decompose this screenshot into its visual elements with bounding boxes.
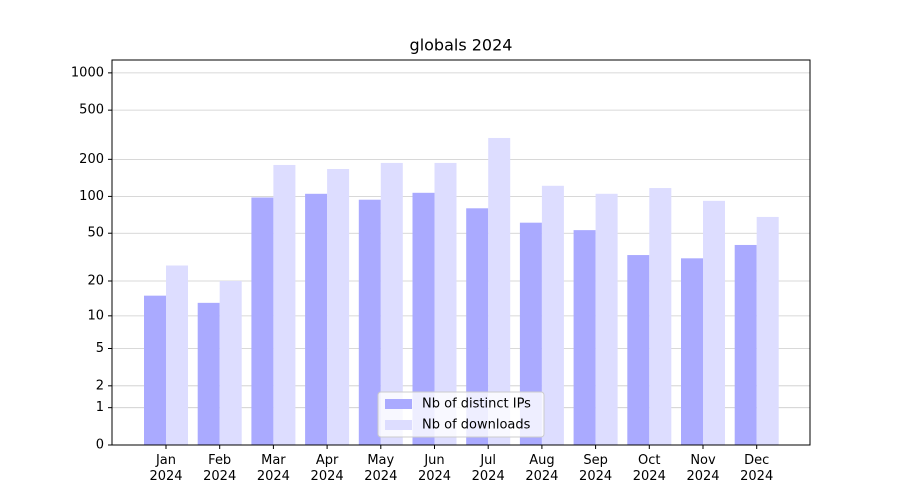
bar <box>197 302 220 445</box>
chart-title: globals 2024 <box>410 36 513 55</box>
bar <box>358 199 381 445</box>
x-tick-label: Sep 2024 <box>579 453 613 484</box>
legend-swatch <box>385 399 412 409</box>
y-tick-label: 1 <box>96 400 104 415</box>
x-tick-label: Aug 2024 <box>525 453 559 484</box>
y-tick-label: 100 <box>79 189 104 204</box>
legend-box <box>377 391 545 438</box>
x-tick-label: Nov 2024 <box>686 453 720 484</box>
bar <box>703 200 725 445</box>
legend-label: Nb of downloads <box>422 418 531 433</box>
y-tick-label: 200 <box>79 152 104 167</box>
y-tick-label: 20 <box>87 274 104 289</box>
legend-label: Nb of distinct IPs <box>422 397 531 412</box>
bar <box>434 162 457 445</box>
bar <box>273 164 296 445</box>
y-tick-label: 2 <box>96 378 104 393</box>
bar <box>412 192 435 445</box>
bar <box>681 258 703 445</box>
bar <box>380 162 403 445</box>
bar <box>627 255 650 445</box>
x-tick-label: Oct 2024 <box>632 453 666 484</box>
y-tick-label: 0 <box>96 438 104 453</box>
y-tick-label: 5 <box>96 341 104 356</box>
bar <box>144 295 166 445</box>
bar <box>573 230 596 445</box>
y-tick-label: 1000 <box>71 65 104 80</box>
x-tick-label: Mar 2024 <box>256 453 290 484</box>
legend-swatch <box>385 420 412 430</box>
y-tick-label: 50 <box>87 226 104 241</box>
x-tick-label: Apr 2024 <box>310 453 344 484</box>
x-tick-label: Dec 2024 <box>740 453 774 484</box>
bar <box>166 265 188 445</box>
bar <box>327 169 350 445</box>
bar <box>251 197 274 445</box>
bar <box>541 185 564 446</box>
x-tick-label: Feb 2024 <box>203 453 237 484</box>
x-tick-label: Jan 2024 <box>149 453 183 484</box>
bar <box>756 216 779 445</box>
plot-frame <box>111 59 811 446</box>
bar <box>649 188 672 445</box>
bar <box>488 137 511 445</box>
y-tick-label: 500 <box>79 103 104 118</box>
x-tick-label: May 2024 <box>364 453 398 484</box>
bar <box>305 193 328 445</box>
bar <box>595 193 618 445</box>
bar <box>466 208 489 445</box>
y-tick-label: 10 <box>87 308 104 323</box>
x-tick-label: Jul 2024 <box>471 453 505 484</box>
bar <box>219 281 242 445</box>
bar <box>734 244 757 445</box>
x-tick-label: Jun 2024 <box>417 453 452 484</box>
bar <box>519 222 542 445</box>
